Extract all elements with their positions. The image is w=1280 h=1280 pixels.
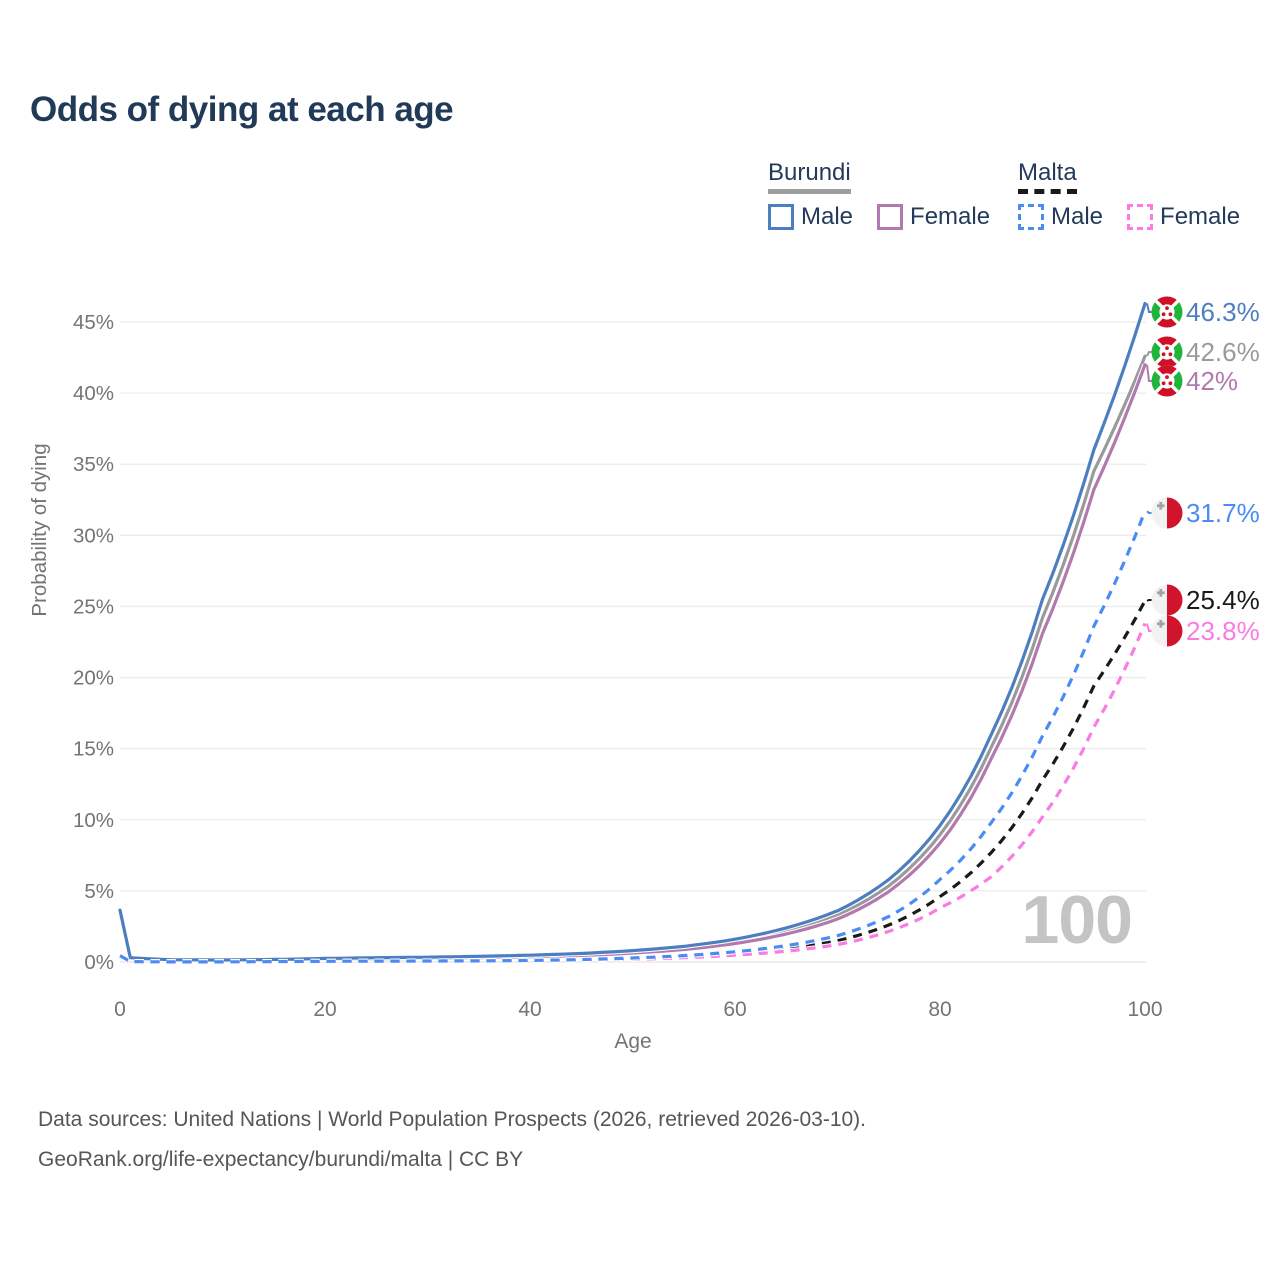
legend-items-burundi: Male Female (768, 203, 990, 231)
x-tick-label: 20 (313, 998, 336, 1021)
x-axis-title: Age (614, 1030, 651, 1053)
malta-flag-icon (1151, 497, 1183, 529)
malta-male-connector (1146, 510, 1152, 514)
series-line-burundi-female-casing (117, 363, 1148, 963)
legend-item-label: Male (1051, 203, 1104, 231)
series-line-malta-female[interactable] (119, 622, 1147, 964)
malta-male-swatch-icon (1018, 204, 1044, 231)
legend-item-malta-female[interactable]: Female (1127, 203, 1240, 231)
series-line-burundi-male[interactable] (118, 301, 1147, 962)
y-tick-label: 0% (84, 951, 114, 974)
series-line-burundi-male-casing (117, 302, 1148, 963)
gridlines (120, 321, 1146, 963)
footer-line-1: Data sources: United Nations | World Pop… (38, 1108, 867, 1131)
malta-both-end-label: 25.4% (1186, 585, 1260, 615)
x-tick-label: 80 (928, 998, 951, 1021)
x-tick-label: 100 (1127, 998, 1162, 1021)
y-tick-label: 15% (73, 738, 114, 761)
y-tick-label: 25% (73, 595, 114, 618)
burundi-flag-icon (1151, 336, 1183, 368)
burundi-female-swatch-icon (877, 204, 904, 231)
burundi-male-connector (1146, 303, 1152, 313)
y-tick-label: 20% (73, 667, 114, 690)
series-end-labels: 42.6%42% 46.3% 25.4%23.8% 31.7% (1146, 296, 1260, 647)
series-line-burundi-female[interactable] (118, 363, 1147, 962)
data-sources-footer: Data sources: United Nations | World Pop… (38, 1100, 866, 1180)
legend-item-burundi-female[interactable]: Female (877, 203, 990, 231)
page-title: Odds of dying at each age (30, 90, 454, 129)
x-tick-label: 0 (114, 998, 126, 1021)
burundi-both-connector (1146, 351, 1152, 357)
legend-item-malta-male[interactable]: Male (1018, 203, 1103, 231)
legend-country-malta[interactable]: Malta (1018, 159, 1077, 195)
burundi-both-end-label: 42.6% (1186, 337, 1260, 367)
legend: Burundi Male Female Malta Male (0, 159, 1280, 240)
series-line-malta-both[interactable] (119, 600, 1147, 964)
malta-flag-icon (1151, 584, 1183, 616)
x-tick-label: 40 (518, 998, 541, 1021)
y-tick-label: 45% (73, 311, 114, 334)
y-tick-label: 40% (73, 382, 114, 405)
legend-items-malta: Male Female (1018, 203, 1240, 231)
legend-group-burundi: Burundi Male Female (768, 159, 990, 231)
burundi-flag-icon (1151, 296, 1183, 328)
legend-item-label: Male (801, 203, 854, 231)
malta-both-connector (1146, 599, 1152, 602)
legend-item-burundi-male[interactable]: Male (768, 203, 853, 231)
malta-female-connector (1146, 623, 1152, 632)
age-watermark: 100 (1022, 882, 1132, 958)
malta-flag-icon (1151, 615, 1183, 647)
malta-male-end-label: 31.7% (1186, 498, 1260, 528)
burundi-flag-icon (1151, 365, 1183, 397)
series-line-burundi-both-casing (117, 355, 1148, 963)
burundi-male-swatch-icon (768, 204, 794, 231)
y-tick-label: 5% (84, 880, 114, 903)
burundi-female-connector (1146, 364, 1152, 382)
legend-country-burundi[interactable]: Burundi (768, 159, 851, 195)
footer-line-2: GeoRank.org/life-expectancy/burundi/malt… (38, 1148, 524, 1171)
series-line-malta-both-casing (118, 599, 1148, 965)
axis-tick-labels: 0% 5% 10% 15% 20% 25% 30% 35% 40% 45% 0 20 40 60 80 100 (73, 311, 1163, 1021)
series-lines (117, 301, 1148, 965)
malta-female-swatch-icon (1127, 204, 1154, 231)
burundi-female-end-label: 42% (1186, 366, 1238, 396)
y-tick-label: 30% (73, 524, 114, 547)
y-axis-title: Probability of dying (28, 443, 51, 616)
legend-item-label: Female (910, 203, 991, 231)
x-tick-label: 60 (723, 998, 746, 1021)
burundi-male-end-label: 46.3% (1186, 297, 1260, 327)
series-line-burundi-both[interactable] (118, 354, 1147, 962)
y-tick-label: 10% (73, 809, 114, 832)
y-tick-label: 35% (73, 453, 114, 476)
legend-item-label: Female (1160, 203, 1241, 231)
series-line-malta-male[interactable] (119, 510, 1147, 964)
malta-female-end-label: 23.8% (1186, 616, 1260, 646)
series-line-malta-female-casing (118, 622, 1148, 965)
legend-group-malta: Malta Male Female (1018, 159, 1240, 231)
